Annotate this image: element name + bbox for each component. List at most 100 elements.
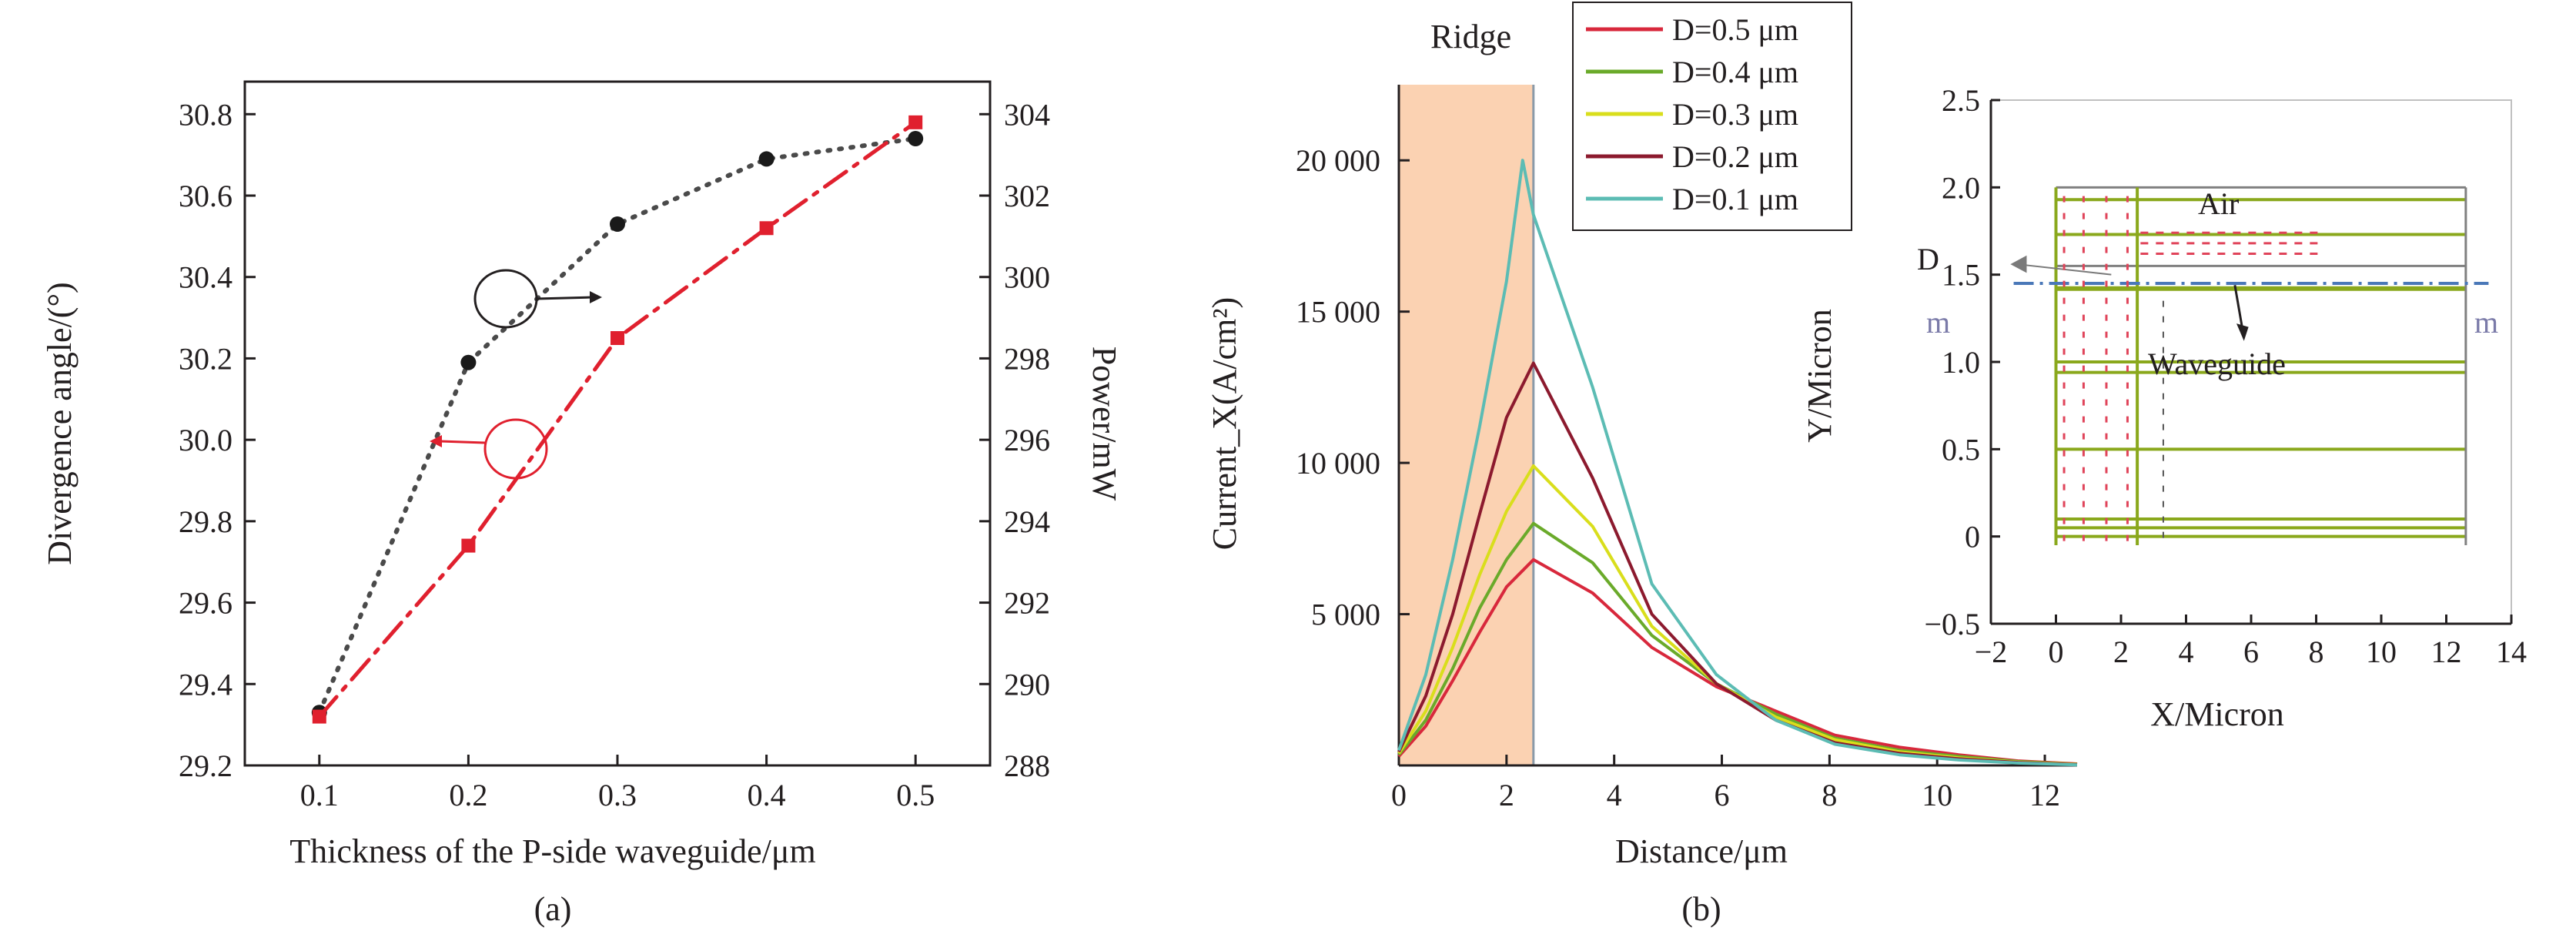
x-tick-label: 0 — [1391, 778, 1407, 812]
annotation-arrowhead-left — [430, 435, 442, 447]
y-tick-label: 15 000 — [1296, 295, 1380, 330]
panel-b-x-ticks: 0 2 4 6 8 10 12 — [1391, 755, 2060, 812]
series-2-point — [611, 331, 624, 345]
right-y-tick-label: 304 — [1004, 97, 1050, 132]
panel-b-y-ticks: 5 000 10 000 15 000 20 000 — [1296, 143, 1410, 632]
inset-current-vectors — [2062, 196, 2323, 545]
inset-x-tick-label: 0 — [2049, 635, 2064, 669]
left-y-tick-label: 29.6 — [179, 586, 233, 621]
left-y-tick-label: 30.2 — [179, 341, 233, 376]
inset-air-label: Air — [2198, 186, 2239, 221]
annotation-arrow-right — [536, 296, 594, 300]
inset-y-tick-label: 1.0 — [1942, 345, 1980, 380]
y-tick-label: 10 000 — [1296, 446, 1380, 481]
legend-label: D=0.3 μm — [1672, 97, 1798, 132]
left-y-tick-label: 30.6 — [179, 179, 233, 213]
right-y-tick-label: 302 — [1004, 179, 1050, 213]
inset-y-tick-label: −0.5 — [1924, 607, 1980, 641]
inset-device-structure — [2010, 186, 2489, 545]
panel-a-left-y-ticks: 29.2 29.4 29.6 29.8 30.0 30.2 30.4 30.6 30.8 — [179, 97, 256, 783]
inset-x-tick-label: 10 — [2366, 635, 2397, 669]
right-axis-annotation-circle — [483, 418, 548, 480]
annotation-arrowhead-right — [590, 291, 602, 303]
series-line-1 — [1397, 558, 2078, 765]
series-2-point — [908, 115, 923, 129]
right-y-tick-label: 292 — [1004, 586, 1050, 621]
series-1-line — [316, 136, 918, 715]
panel-a-x-axis-title: Thickness of the P-side waveguide/μm — [289, 832, 815, 870]
inset-y-axis-title: Y/Micron — [1801, 309, 1838, 443]
left-y-tick-label: 30.0 — [179, 423, 233, 457]
inset-y-tick-label: 2.5 — [1942, 83, 1980, 118]
x-tick-label: 0.4 — [748, 778, 786, 812]
left-y-tick-label: 30.8 — [179, 97, 233, 132]
series-1-point — [908, 131, 924, 146]
x-tick-label: 0.5 — [896, 778, 935, 812]
panel-a-right-y-axis-title: Power/mW — [1086, 347, 1123, 501]
x-tick-label: 4 — [1607, 778, 1622, 812]
right-y-tick-label: 288 — [1004, 748, 1050, 783]
annotation-arrow-left — [440, 440, 486, 444]
ridge-region — [1399, 85, 1534, 765]
left-y-tick-label: 29.2 — [179, 748, 233, 783]
inset-y-tick-label: 1.5 — [1942, 258, 1980, 293]
inset-y-tick-label: 0.5 — [1942, 432, 1980, 467]
series-1-point — [758, 151, 774, 167]
inset-m-left-label: m — [1926, 305, 1950, 340]
right-y-tick-label: 290 — [1004, 667, 1050, 702]
inset-waveguide-label: Waveguide — [2148, 347, 2286, 381]
legend-label: D=0.4 μm — [1672, 55, 1798, 89]
inset-m-right-label: m — [2474, 305, 2498, 340]
panel-b-x-axis-title: Distance/μm — [1615, 832, 1788, 870]
y-tick-label: 5 000 — [1311, 598, 1380, 632]
right-y-tick-label: 300 — [1004, 260, 1050, 295]
inset-x-tick-label: 12 — [2431, 635, 2462, 669]
legend-label: D=0.1 μm — [1672, 182, 1798, 216]
panel-a-label: (a) — [534, 890, 572, 928]
panel-a: 0.1 0.2 0.3 0.4 0.5 29.2 29.4 29.6 29.8 30.0 30.2… — [41, 80, 1123, 928]
inset-plot: −2 0 2 4 6 8 10 12 14 −0.5 0 0.5 1.0 1.5 2.0 2.5 X/Mic… — [1801, 83, 2527, 733]
waveguide-arrowhead — [2236, 323, 2249, 341]
left-y-tick-label: 29.8 — [179, 504, 233, 539]
inset-x-tick-label: 14 — [2496, 635, 2527, 669]
panel-b-series — [1397, 159, 2078, 767]
panel-a-right-y-ticks: 288 290 292 294 296 298 300 302 304 — [979, 97, 1050, 783]
series-1-point — [610, 216, 625, 232]
waveguide-arrow — [2233, 285, 2244, 333]
series-2-point — [461, 538, 476, 553]
inset-x-tick-label: −2 — [1975, 635, 2008, 669]
panel-b-y-axis-title: Current_X(A/cm²) — [1206, 297, 1243, 550]
right-y-tick-label: 294 — [1004, 504, 1050, 539]
series-2-point — [759, 221, 774, 236]
series-1-point — [460, 354, 477, 370]
x-tick-label: 8 — [1822, 778, 1837, 812]
ridge-label: Ridge — [1430, 18, 1511, 55]
panel-b-axes — [1397, 85, 2077, 767]
panel-a-series — [311, 115, 924, 724]
series-line-5 — [1397, 159, 2078, 767]
left-axis-annotation-circle — [473, 269, 538, 329]
inset-y-tick-label: 2.0 — [1942, 170, 1980, 205]
x-tick-label: 0.2 — [449, 778, 487, 812]
inset-y-tick-label: 0 — [1965, 520, 1980, 554]
x-tick-label: 12 — [2029, 778, 2060, 812]
inset-x-tick-label: 8 — [2309, 635, 2324, 669]
inset-x-tick-label: 4 — [2179, 635, 2194, 669]
panel-a-left-y-axis-title: Divergence angle/(°) — [41, 282, 79, 564]
left-y-tick-label: 30.4 — [179, 260, 233, 295]
panel-b-legend: D=0.5 μm D=0.4 μm D=0.3 μm D=0.2 μm D=0.1 μm — [1572, 2, 1852, 231]
legend-box — [1572, 2, 1852, 231]
inset-x-axis-title: X/Micron — [2150, 695, 2284, 733]
inset-d-label: D — [1917, 242, 1939, 276]
x-tick-label: 6 — [1715, 778, 1730, 812]
d-arrowhead — [2010, 255, 2027, 273]
series-2-point — [312, 709, 326, 724]
right-y-tick-label: 298 — [1004, 341, 1050, 376]
inset-x-ticks: −2 0 2 4 6 8 10 12 14 — [1975, 615, 2527, 669]
legend-label: D=0.2 μm — [1672, 139, 1798, 174]
x-tick-label: 10 — [1922, 778, 1952, 812]
panel-b-label: (b) — [1681, 890, 1721, 928]
legend-label: D=0.5 μm — [1672, 12, 1798, 47]
